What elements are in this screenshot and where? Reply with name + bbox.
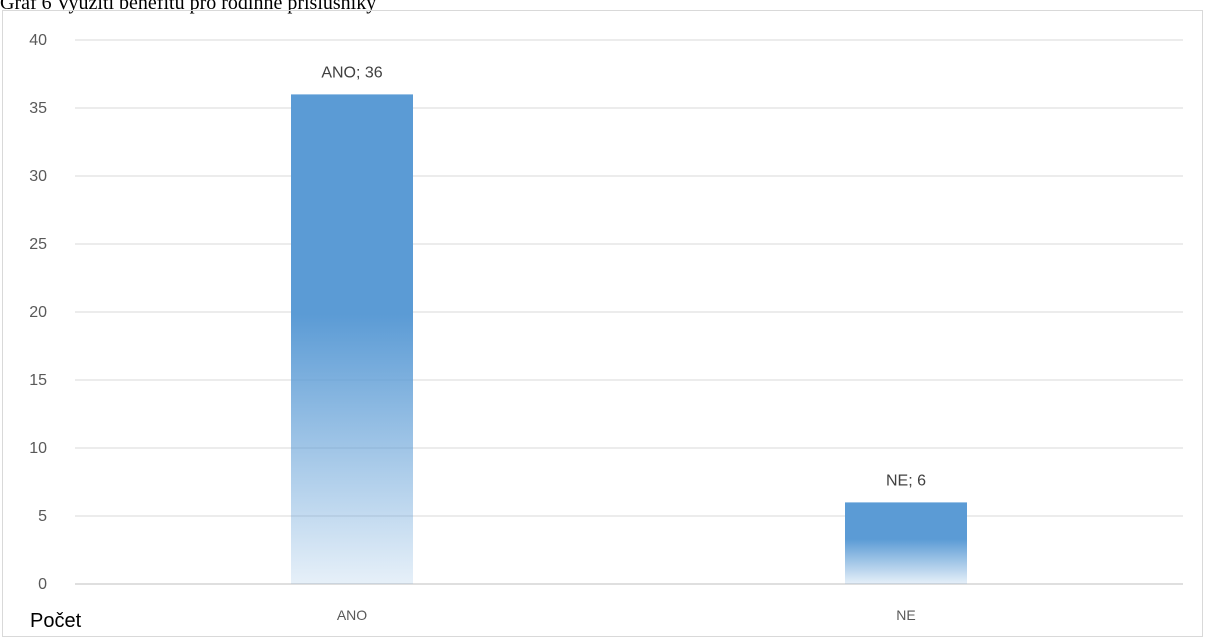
bar-ano — [291, 94, 413, 584]
bar-ne — [845, 502, 967, 584]
bars — [291, 94, 967, 584]
y-tick-label: 30 — [29, 168, 47, 185]
y-tick-label: 15 — [29, 372, 47, 389]
gridlines — [75, 40, 1183, 584]
y-tick-label: 40 — [29, 32, 47, 49]
y-tick-label: 5 — [38, 508, 47, 525]
y-tick-label: 35 — [29, 100, 47, 117]
y-tick-label: 10 — [29, 440, 47, 457]
y-axis-ticks: 0 5 10 15 20 25 30 35 40 — [29, 32, 47, 593]
data-label: NE; 6 — [886, 472, 926, 489]
x-axis-categories: ANO NE — [337, 607, 916, 623]
data-label: ANO; 36 — [321, 64, 382, 81]
x-category-label: NE — [896, 607, 915, 623]
y-tick-label: 25 — [29, 236, 47, 253]
y-axis-title: Počet — [30, 610, 82, 632]
x-category-label: ANO — [337, 607, 367, 623]
y-tick-label: 20 — [29, 304, 47, 321]
y-tick-label: 0 — [38, 576, 47, 593]
